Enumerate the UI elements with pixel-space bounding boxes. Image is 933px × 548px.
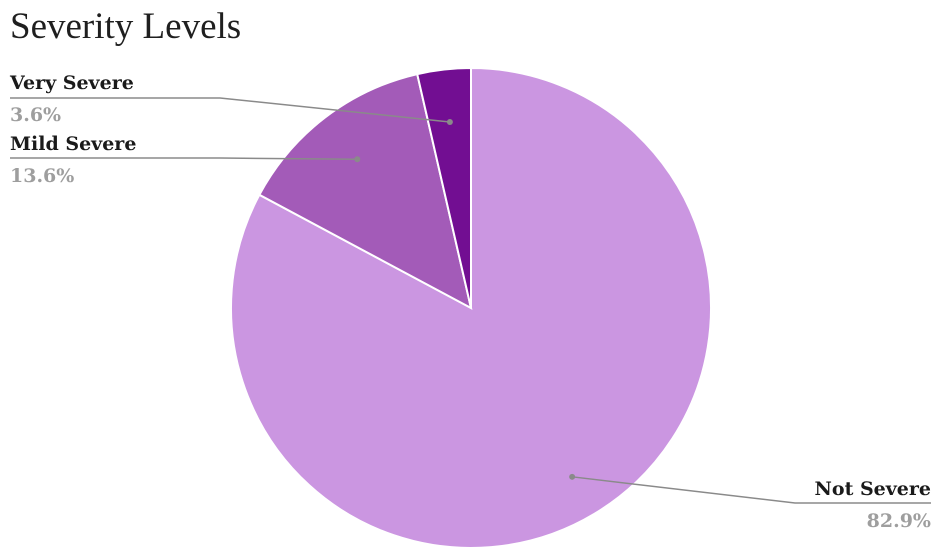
slice-percent-very-severe: 3.6% <box>10 104 61 126</box>
leader-dot-not-severe <box>569 473 576 480</box>
pie-slices <box>230 66 712 548</box>
slice-labels: Not Severe 82.9% Mild Severe 13.6% Very Seve… <box>9 72 931 532</box>
leader-line-very-severe <box>10 97 450 123</box>
leader-line-not-severe <box>572 476 931 504</box>
leader-lines <box>10 97 931 504</box>
slice-label-mild-severe: Mild Severe <box>10 133 136 155</box>
slice-percent-mild-severe: 13.6% <box>10 165 74 187</box>
pie-slice-mild-severe <box>258 72 473 310</box>
leader-dot-mild-severe <box>354 156 361 163</box>
chart-title: Severity Levels <box>10 6 241 47</box>
pie-slice-not-severe <box>230 66 712 548</box>
leader-dot-very-severe <box>446 118 453 125</box>
slice-percent-not-severe: 82.9% <box>867 510 931 532</box>
leader-line-mild-severe <box>10 157 358 161</box>
pie-slice-very-severe <box>416 66 472 309</box>
slice-label-not-severe: Not Severe <box>815 478 931 500</box>
slice-label-very-severe: Very Severe <box>9 72 134 94</box>
